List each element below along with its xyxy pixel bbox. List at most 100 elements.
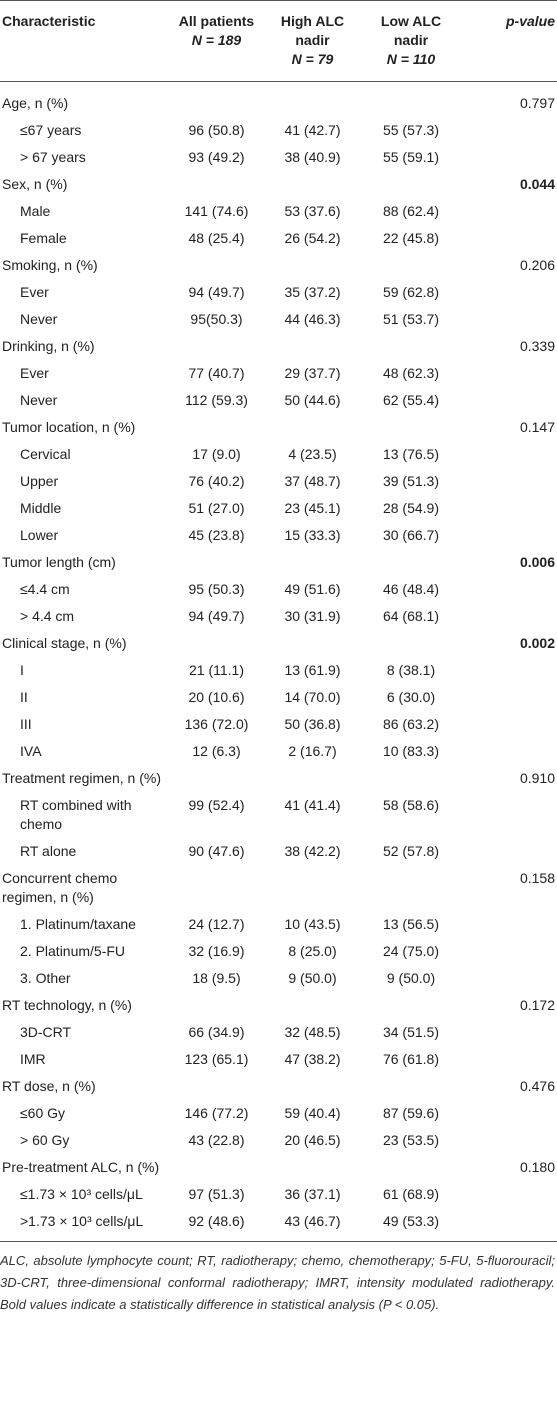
cell-value: 141 (74.6) (184, 203, 249, 219)
cell-value: 28 (54.9) (382, 500, 440, 516)
cell-value: 36 (37.1) (284, 1186, 341, 1202)
header-cell: p-value (462, 0, 557, 82)
empty-cell (462, 1100, 557, 1127)
empty-cell (168, 333, 265, 360)
cell-value: 20 (10.6) (188, 689, 245, 705)
cell-value: 4 (23.5) (288, 446, 337, 462)
row-label: Treatment regimen, n (%) (2, 770, 161, 786)
empty-cell (462, 360, 557, 387)
cell-value: 10 (43.5) (284, 916, 341, 932)
footnote: ALC, absolute lymphocyte count; RT, radi… (0, 1253, 555, 1312)
empty-cell (360, 549, 462, 576)
empty-cell (360, 1073, 462, 1100)
row-label: III (20, 716, 32, 732)
row-label: ≤4.4 cm (20, 581, 70, 597)
cell-value: 44 (46.3) (284, 311, 341, 327)
cell-value: 47 (38.2) (284, 1051, 341, 1067)
empty-cell (360, 865, 462, 911)
cell-value: 6 (30.0) (386, 689, 436, 705)
cell-value: 38 (42.2) (284, 843, 341, 859)
empty-cell (265, 333, 360, 360)
cell-value: 13 (76.5) (382, 446, 440, 462)
table-row: RT combined with chemo 99 (52.4) 41 (41.4)… (0, 792, 557, 838)
p-value: 0.910 (519, 770, 555, 786)
cell-value: 24 (12.7) (188, 916, 245, 932)
cell-value: 94 (49.7) (188, 284, 245, 300)
row-label: IMR (20, 1051, 46, 1067)
header-text: High ALC (280, 13, 345, 29)
table-row: 3. Other 18 (9.5) 9 (50.0) 9 (50.0) (0, 965, 557, 992)
header-cell: Low ALC nadir N = 110 (360, 0, 462, 82)
p-value: 0.797 (519, 95, 555, 111)
table-row: RT dose, n (%) 0.476 (0, 1073, 557, 1100)
empty-cell (360, 1154, 462, 1181)
empty-cell (168, 1073, 265, 1100)
empty-cell (462, 225, 557, 252)
empty-cell (265, 992, 360, 1019)
empty-cell (462, 1208, 557, 1242)
cell-value: 32 (16.9) (188, 943, 245, 959)
cell-value: 66 (34.9) (188, 1024, 245, 1040)
table-row: Tumor length (cm) 0.006 (0, 549, 557, 576)
header-row: Characteristic All patients N = 189 High AL… (0, 0, 557, 82)
row-label: Ever (20, 365, 49, 381)
cell-value: 49 (51.6) (284, 581, 341, 597)
cell-value: 59 (62.8) (382, 284, 440, 300)
cell-value: 14 (70.0) (284, 689, 341, 705)
table-row: ≤1.73 × 10³ cells/μL 97 (51.3) 36 (37.1) 61… (0, 1181, 557, 1208)
cell-value: 97 (51.3) (188, 1186, 245, 1202)
empty-cell (360, 171, 462, 198)
cell-value: 50 (36.8) (284, 716, 341, 732)
table-row: Sex, n (%) 0.044 (0, 171, 557, 198)
empty-cell (462, 965, 557, 992)
empty-cell (265, 82, 360, 118)
p-value: 0.476 (519, 1078, 555, 1094)
table-row: 3D-CRT 66 (34.9) 32 (48.5) 34 (51.5) (0, 1019, 557, 1046)
cell-value: 58 (58.6) (382, 797, 440, 813)
empty-cell (360, 630, 462, 657)
empty-cell (360, 252, 462, 279)
table-row: Concurrent chemo regimen, n (%) 0.158 (0, 865, 557, 911)
empty-cell (168, 414, 265, 441)
cell-value: 76 (61.8) (382, 1051, 440, 1067)
empty-cell (462, 1127, 557, 1154)
empty-cell (462, 279, 557, 306)
cell-value: 26 (54.2) (284, 230, 341, 246)
cell-value: 43 (22.8) (188, 1132, 245, 1148)
row-label: Male (20, 203, 51, 219)
cell-value: 39 (51.3) (382, 473, 440, 489)
empty-cell (360, 765, 462, 792)
cell-value: 95(50.3) (190, 311, 243, 327)
p-value: 0.206 (519, 257, 555, 273)
empty-cell (462, 522, 557, 549)
header-cell: High ALC nadir N = 79 (265, 0, 360, 82)
table-row: RT alone 90 (47.6) 38 (42.2) 52 (57.8) (0, 838, 557, 865)
table-row: ≤4.4 cm 95 (50.3) 49 (51.6) 46 (48.4) (0, 576, 557, 603)
empty-cell (462, 603, 557, 630)
cell-value: 9 (50.0) (386, 970, 436, 986)
cell-value: 41 (42.7) (284, 122, 341, 138)
empty-cell (462, 938, 557, 965)
table-row: 2. Platinum/5-FU 32 (16.9) 8 (25.0) 24 (75.… (0, 938, 557, 965)
cell-value: 55 (57.3) (382, 122, 440, 138)
table-header: Characteristic All patients N = 189 High AL… (0, 0, 557, 82)
data-table: Characteristic All patients N = 189 High AL… (0, 0, 557, 1242)
cell-value: 20 (46.5) (284, 1132, 341, 1148)
cell-value: 76 (40.2) (188, 473, 245, 489)
cell-value: 59 (40.4) (284, 1105, 341, 1121)
cell-value: 24 (75.0) (382, 943, 440, 959)
cell-value: 53 (37.6) (284, 203, 341, 219)
empty-cell (360, 414, 462, 441)
cell-value: 23 (45.1) (284, 500, 341, 516)
row-label: Concurrent chemo regimen, n (%) (2, 870, 118, 905)
header-text: N = 110 (386, 51, 436, 67)
cell-value: 55 (59.1) (382, 149, 440, 165)
empty-cell (462, 711, 557, 738)
row-label: ≤60 Gy (20, 1105, 66, 1121)
cell-value: 41 (41.4) (284, 797, 341, 813)
cell-value: 30 (66.7) (382, 527, 440, 543)
cell-value: 61 (68.9) (382, 1186, 440, 1202)
table-row: Drinking, n (%) 0.339 (0, 333, 557, 360)
header-text: Low ALC (380, 13, 442, 29)
